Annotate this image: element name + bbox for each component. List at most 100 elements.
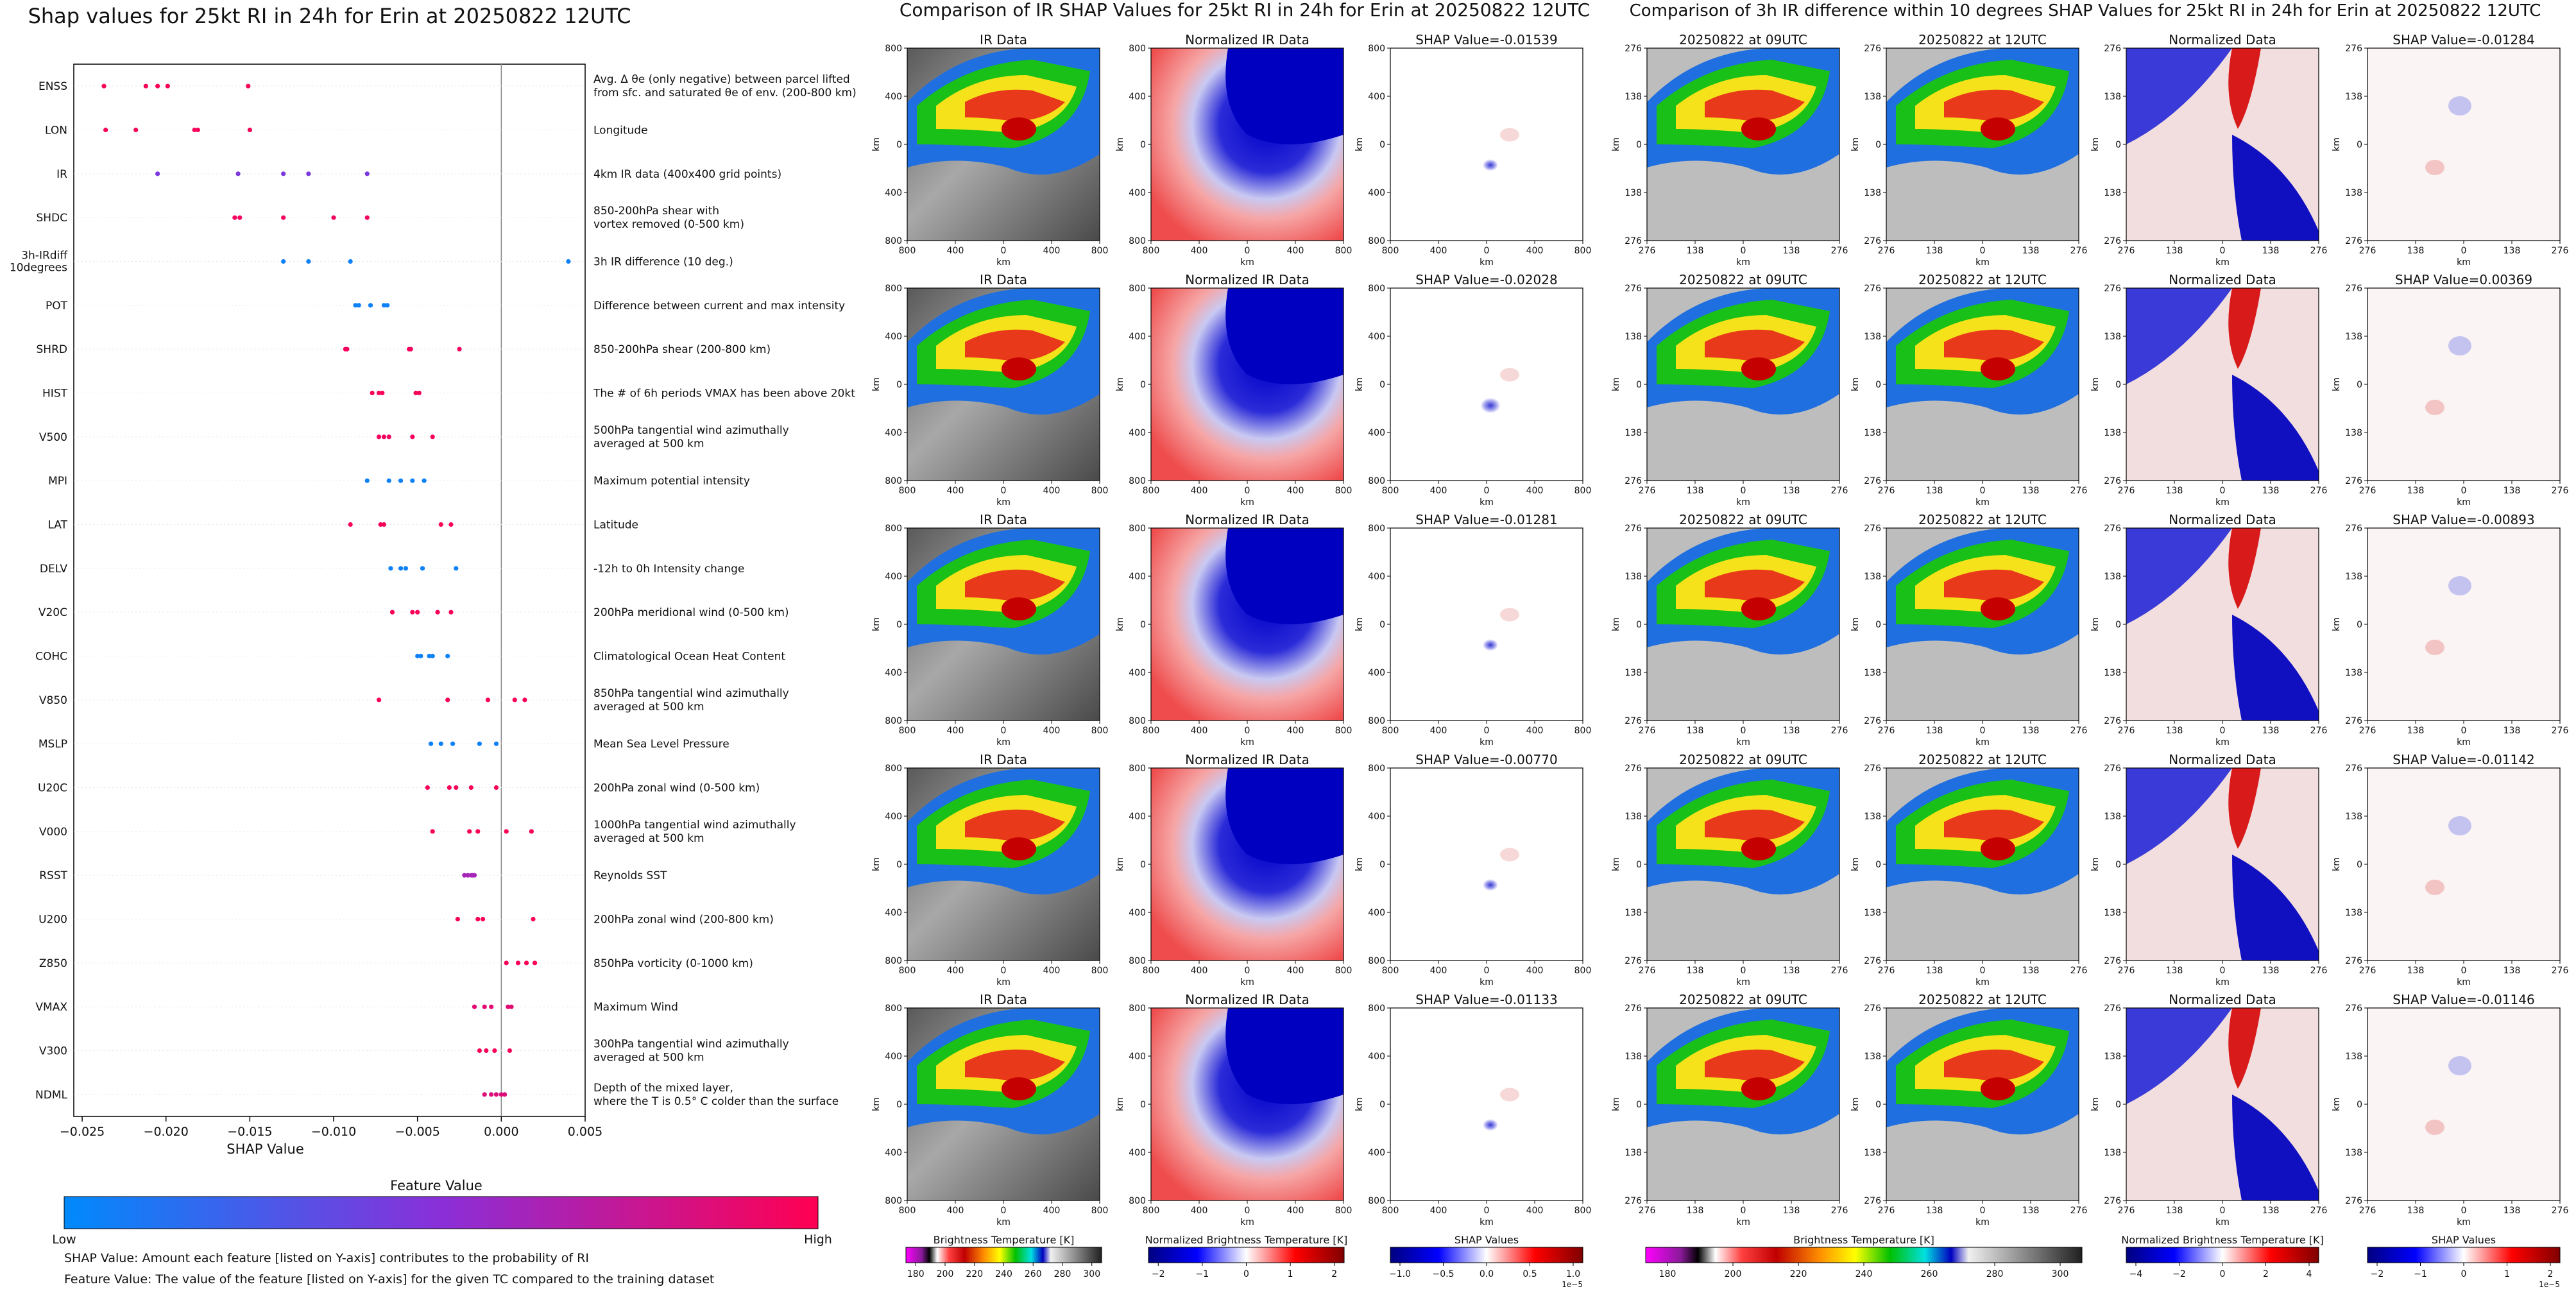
shap-point <box>237 215 243 220</box>
diff-shap-negative <box>2448 816 2471 835</box>
x-axis-label: km <box>1736 977 1750 987</box>
normalized-bt-colorbar-b-tick-label: −4 <box>2129 1269 2143 1279</box>
y-tick-label: 138 <box>1625 1052 1642 1062</box>
y-tick-label: 400 <box>1368 668 1385 678</box>
x-tick-label: 0 <box>1001 1206 1007 1216</box>
x-tick-label: 276 <box>1639 726 1656 736</box>
y-tick-label: 276 <box>1864 524 1881 534</box>
feature-label: 3h-IRdiff <box>21 250 68 262</box>
y-tick-label: 276 <box>1625 716 1642 726</box>
shap-point <box>454 566 459 571</box>
y-axis-label: km <box>1354 377 1365 391</box>
y-tick-label: 0 <box>2115 140 2121 150</box>
ir-diff-shap-comparison: Comparison of 3h IR difference within 10… <box>1611 1 2568 1289</box>
diff-negative-region <box>2126 528 2232 624</box>
shap-point <box>155 83 160 89</box>
y-tick-label: 276 <box>1864 284 1881 294</box>
y-tick-label: 0 <box>896 140 902 150</box>
x-tick-label: 0 <box>1245 966 1250 976</box>
shap-point <box>529 829 534 834</box>
x-tick-label: 276 <box>1831 726 1848 736</box>
y-tick-label: 800 <box>1368 476 1385 486</box>
y-tick-label: 400 <box>885 572 902 582</box>
y-tick-label: 800 <box>1129 476 1146 486</box>
diff-shap-background <box>2367 768 2560 960</box>
normalized-cold-region <box>1225 288 1343 384</box>
y-tick-label: 276 <box>1625 1196 1642 1206</box>
x-tick-label: −0.020 <box>144 1125 189 1139</box>
shap-point <box>493 741 499 746</box>
panel-title: IR Data <box>980 992 1027 1007</box>
y-tick-label: 800 <box>885 236 902 246</box>
y-tick-label: 138 <box>1864 428 1881 438</box>
x-tick-label: −0.025 <box>60 1125 105 1139</box>
diff-negative-region <box>2126 48 2232 144</box>
feature-value-note: Feature Value: The value of the feature … <box>64 1272 715 1286</box>
y-tick-label: 800 <box>1368 716 1385 726</box>
x-tick-label: 276 <box>2070 966 2088 976</box>
feature-label: POT <box>46 300 68 312</box>
y-tick-label: 276 <box>2345 284 2362 294</box>
y-tick-label: 276 <box>2104 476 2121 486</box>
x-tick-label: 138 <box>2407 726 2425 736</box>
x-tick-label: 138 <box>2262 486 2280 496</box>
y-tick-label: 400 <box>1368 428 1385 438</box>
x-tick-label: 138 <box>2407 1206 2425 1216</box>
x-tick-label: 276 <box>2552 726 2569 736</box>
panel-title: SHAP Value=-0.01284 <box>2393 32 2534 47</box>
storm-core <box>1002 837 1036 860</box>
y-axis-label: km <box>2332 137 2342 151</box>
x-tick-label: 400 <box>1526 486 1544 496</box>
y-tick-label: 400 <box>1368 332 1385 342</box>
diff-shap-background <box>2367 528 2560 721</box>
y-tick-label: 138 <box>2345 812 2362 822</box>
storm-core <box>1981 597 2015 620</box>
shap-point <box>427 653 432 659</box>
shap-point <box>415 653 420 659</box>
storm-core <box>1002 357 1036 380</box>
diff-negative-band <box>2232 1095 2319 1200</box>
diff-negative-region <box>2126 768 2232 864</box>
shap-negative-blob <box>1471 629 1510 658</box>
x-tick-label: 400 <box>1287 966 1304 976</box>
y-tick-label: 276 <box>1625 476 1642 486</box>
y-tick-label: 138 <box>1625 668 1642 678</box>
feature-description: Maximum potential intensity <box>593 475 750 488</box>
shap-point <box>376 434 382 440</box>
diff-shap-positive <box>2425 160 2444 175</box>
y-tick-label: 276 <box>2104 764 2121 774</box>
panel-title: Normalized Data <box>2169 512 2276 527</box>
shap-point <box>348 522 353 527</box>
shap-point <box>445 697 450 703</box>
x-tick-label: 800 <box>1382 726 1399 736</box>
shap-point <box>477 1048 482 1054</box>
y-tick-label: 276 <box>1864 716 1881 726</box>
y-tick-label: 276 <box>1864 764 1881 774</box>
shap-point <box>381 522 387 527</box>
panel-title: Normalized Data <box>2169 32 2276 47</box>
x-axis-label: km <box>2457 977 2471 987</box>
y-tick-label: 800 <box>1368 764 1385 774</box>
y-tick-label: 138 <box>1625 92 1642 102</box>
y-axis-label: km <box>871 377 882 391</box>
x-tick-label: 276 <box>1878 246 1895 256</box>
x-tick-label: 138 <box>2407 246 2425 256</box>
y-tick-label: 276 <box>1625 764 1642 774</box>
x-tick-label: 138 <box>2407 486 2425 496</box>
cloud-red-band <box>1705 89 1805 121</box>
x-tick-label: 276 <box>2310 726 2328 736</box>
x-tick-label: 276 <box>2118 726 2135 736</box>
shap-point <box>376 390 382 396</box>
feature-label: V850 <box>39 694 67 707</box>
cloud-red-band <box>965 329 1065 361</box>
y-tick-label: 0 <box>896 860 902 870</box>
x-tick-label: 0 <box>1001 726 1007 736</box>
x-tick-label: 0 <box>2220 246 2226 256</box>
y-tick-label: 400 <box>1368 1052 1385 1062</box>
y-tick-label: 0 <box>1636 380 1642 390</box>
shap-point <box>512 697 517 703</box>
y-tick-label: 0 <box>1875 140 1881 150</box>
shap-point <box>410 478 415 483</box>
y-axis-label: km <box>1611 1097 1621 1111</box>
y-tick-label: 276 <box>2345 1196 2362 1206</box>
